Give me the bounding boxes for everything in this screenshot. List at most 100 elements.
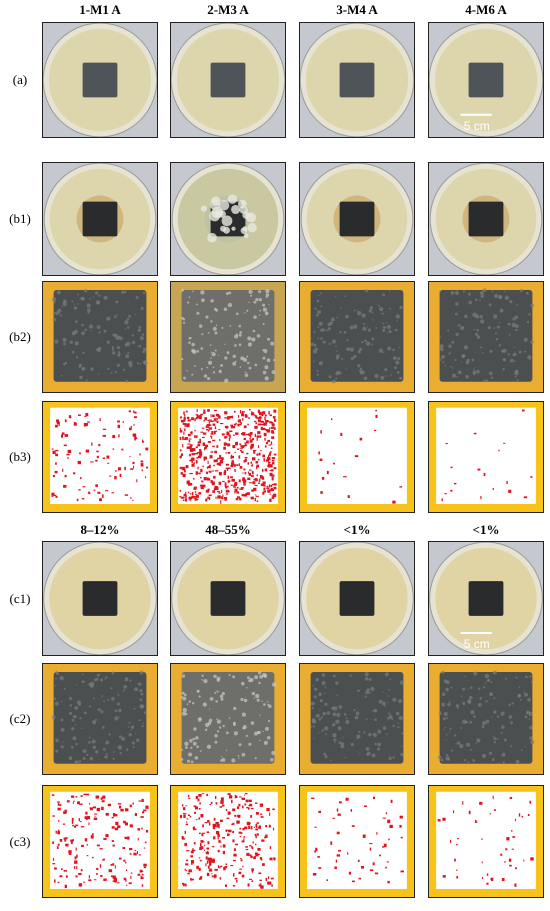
panel-border: [42, 541, 158, 656]
red-pixel: [143, 847, 146, 849]
red-pixel: [225, 489, 230, 493]
texture: [450, 686, 453, 689]
red-pixel: [207, 460, 209, 464]
red-pixel: [198, 807, 201, 810]
red-pixel: [217, 415, 220, 417]
red-pixel: [198, 451, 203, 455]
texture: [237, 754, 240, 757]
red-pixel: [269, 414, 272, 417]
texture: [382, 322, 385, 325]
red-pixel: [226, 493, 228, 496]
photo-panel: [428, 663, 544, 775]
texture: [479, 299, 481, 302]
texture: [82, 749, 87, 754]
red-pixel: [180, 419, 185, 423]
red-pixel: [387, 819, 391, 824]
red-pixel: [208, 424, 212, 426]
texture: [196, 745, 200, 749]
texture: [501, 725, 505, 729]
texture: [200, 367, 203, 371]
texture: [322, 340, 326, 344]
mould: [243, 233, 249, 239]
red-pixel: [244, 826, 248, 830]
texture: [105, 740, 110, 745]
texture: [364, 339, 367, 343]
red-pixel: [205, 489, 210, 493]
red-pixel: [74, 860, 78, 864]
texture: [323, 726, 329, 731]
red-pixel: [241, 432, 243, 435]
texture: [374, 718, 377, 722]
red-pixel: [250, 855, 253, 859]
red-pixel: [119, 473, 122, 478]
texture: [530, 680, 533, 683]
red-pixel: [195, 819, 198, 821]
texture: [365, 289, 369, 293]
row-label: (c3): [9, 833, 31, 849]
texture: [451, 367, 454, 369]
texture: [382, 726, 387, 730]
texture: [215, 700, 218, 703]
red-pixel: [186, 818, 189, 820]
texture: [86, 753, 89, 756]
texture: [483, 379, 486, 382]
texture: [317, 337, 320, 340]
texture: [493, 710, 497, 714]
texture: [338, 741, 342, 745]
red-pixel: [225, 467, 230, 470]
texture: [69, 704, 73, 707]
red-pixel: [184, 830, 187, 834]
red-pixel: [399, 486, 403, 488]
texture: [322, 712, 326, 716]
red-pixel: [267, 455, 269, 459]
red-pixel: [103, 878, 107, 881]
red-pixel: [202, 442, 206, 447]
texture: [110, 372, 113, 375]
red-pixel: [265, 459, 270, 462]
texture: [323, 692, 326, 695]
texture: [502, 761, 505, 764]
red-pixel: [321, 476, 325, 480]
red-pixel: [234, 794, 236, 799]
red-pixel: [179, 449, 182, 452]
red-pixel: [274, 427, 276, 431]
red-pixel: [530, 857, 534, 861]
texture: [248, 289, 253, 294]
texture: [377, 729, 382, 734]
texture: [479, 315, 483, 319]
texture: [524, 715, 528, 719]
texture: [353, 324, 358, 329]
texture: [116, 702, 120, 706]
texture: [479, 291, 484, 296]
photo-panel: [42, 663, 158, 775]
red-pixel: [225, 863, 228, 866]
red-pixel: [241, 413, 245, 417]
red-pixel: [203, 409, 206, 413]
texture: [81, 680, 85, 684]
red-pixel: [212, 414, 215, 418]
texture: [117, 351, 121, 354]
red-pixel: [239, 449, 242, 452]
red-pixel: [206, 831, 210, 833]
red-pixel: [199, 438, 201, 442]
percentage-label: 8–12%: [80, 522, 120, 537]
texture: [464, 675, 467, 678]
red-pixel: [92, 833, 94, 836]
texture: [71, 727, 75, 731]
texture: [477, 703, 482, 707]
texture: [244, 371, 247, 374]
red-pixel: [233, 464, 236, 467]
red-pixel: [232, 859, 236, 862]
red-pixel: [213, 464, 215, 467]
red-pixel: [270, 426, 275, 429]
red-pixel: [248, 409, 251, 411]
red-pixel: [183, 431, 185, 435]
texture: [493, 314, 498, 319]
red-pixel: [338, 813, 341, 816]
red-pixel: [62, 468, 64, 472]
texture: [181, 711, 187, 716]
red-pixel: [255, 422, 258, 425]
texture: [473, 373, 476, 376]
red-pixel: [326, 879, 328, 881]
texture: [115, 300, 119, 304]
